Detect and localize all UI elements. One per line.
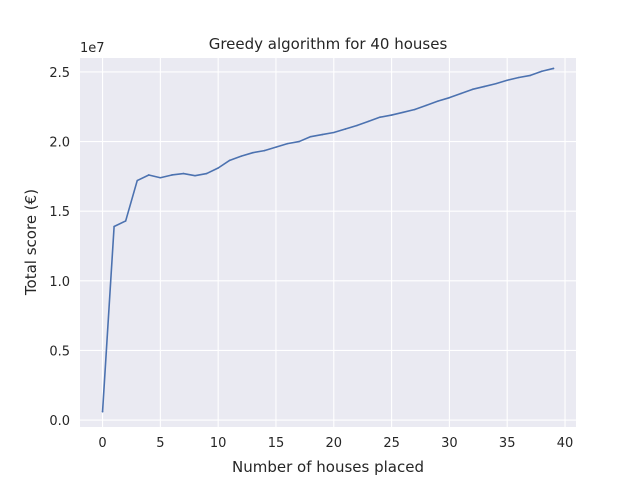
x-axis-label: Number of houses placed — [232, 458, 424, 476]
data-point — [113, 225, 115, 228]
data-point — [240, 155, 243, 157]
series-line — [101, 67, 555, 413]
data-point — [124, 220, 127, 222]
y-tick-label: 0.5 — [49, 344, 70, 359]
data-point — [494, 82, 497, 85]
x-tick-label: 40 — [557, 436, 574, 451]
y-tick-labels: 0.0 0.5 1.0 1.5 2.0 2.5 — [49, 66, 70, 429]
data-point — [101, 410, 104, 413]
data-point — [552, 67, 555, 70]
data-point — [425, 104, 428, 107]
y-offset-label: 1e7 — [80, 41, 105, 56]
y-tick-label: 1.5 — [49, 205, 70, 220]
data-point — [344, 128, 347, 130]
data-point — [529, 74, 532, 77]
data-point — [298, 140, 300, 143]
x-tick-label: 30 — [441, 436, 458, 451]
data-point — [275, 146, 277, 148]
data-point — [483, 85, 485, 88]
data-point — [217, 167, 219, 169]
data-point — [252, 151, 254, 154]
data-point — [309, 135, 312, 138]
x-tick-label: 20 — [326, 436, 343, 451]
x-tick-label: 5 — [156, 436, 164, 451]
data-point — [402, 111, 404, 114]
plot-background — [80, 58, 576, 427]
data-point — [205, 172, 208, 175]
x-tick-label: 0 — [98, 436, 106, 451]
x-tick-label: 10 — [210, 436, 227, 451]
data-point — [413, 108, 416, 111]
data-point — [263, 149, 266, 152]
data-point — [332, 131, 335, 134]
y-tick-label: 0.0 — [49, 414, 70, 429]
x-tick-labels: 0 5 10 15 20 25 30 35 40 — [98, 436, 573, 451]
data-point — [471, 88, 474, 91]
data-point — [367, 120, 370, 123]
data-point — [147, 174, 150, 176]
y-tick-label: 1.0 — [49, 275, 70, 290]
y-tick-label: 2.0 — [49, 136, 70, 151]
x-tick-label: 15 — [268, 436, 285, 451]
x-tick-label: 25 — [383, 436, 400, 451]
data-point — [541, 70, 543, 73]
data-series — [101, 67, 555, 413]
x-tick-label: 35 — [499, 436, 516, 451]
data-point — [517, 76, 520, 79]
data-point — [356, 124, 358, 127]
data-point — [506, 79, 509, 82]
data-point — [286, 142, 289, 145]
data-point — [321, 133, 324, 136]
data-point — [448, 96, 451, 99]
data-point — [228, 159, 231, 162]
data-point — [460, 92, 462, 95]
data-point — [379, 116, 381, 118]
data-point — [182, 172, 185, 175]
data-point — [171, 174, 173, 176]
data-point — [390, 114, 393, 116]
y-tick-label: 2.5 — [49, 66, 70, 81]
data-point — [437, 100, 439, 102]
y-axis-label: Total score (€) — [22, 189, 40, 296]
chart-title: Greedy algorithm for 40 houses — [209, 35, 448, 53]
grid-lines — [80, 58, 576, 427]
data-point — [136, 179, 139, 182]
data-point — [194, 174, 196, 177]
data-point — [159, 176, 162, 179]
